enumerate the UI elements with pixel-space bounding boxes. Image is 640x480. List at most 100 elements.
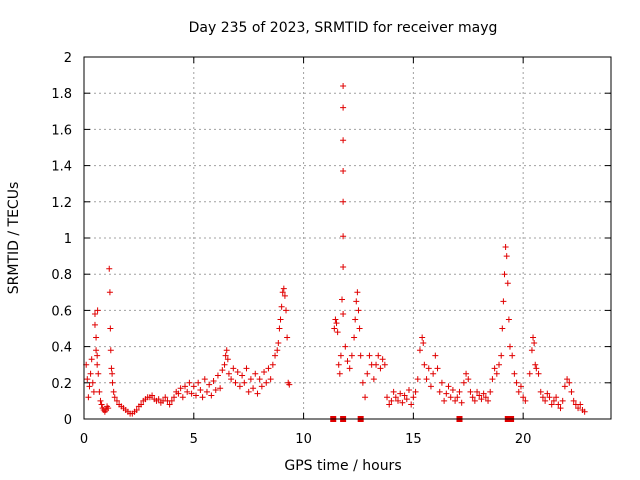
data-point bbox=[256, 376, 263, 383]
data-point bbox=[500, 298, 507, 305]
data-point bbox=[535, 370, 542, 377]
data-point bbox=[331, 325, 338, 332]
data-point bbox=[340, 263, 347, 270]
data-point bbox=[531, 339, 538, 346]
data-point bbox=[210, 377, 217, 384]
data-point bbox=[182, 383, 189, 390]
data-point bbox=[250, 385, 257, 392]
data-point bbox=[379, 356, 386, 363]
data-point bbox=[420, 339, 427, 346]
data-point bbox=[86, 383, 93, 390]
data-point bbox=[539, 394, 546, 401]
data-point bbox=[261, 368, 268, 375]
data-point bbox=[430, 370, 437, 377]
plot-frame bbox=[83, 56, 612, 420]
data-point bbox=[340, 311, 347, 318]
data-point bbox=[333, 320, 340, 327]
data-point bbox=[91, 321, 98, 328]
data-point bbox=[555, 401, 562, 408]
data-point bbox=[452, 397, 459, 404]
data-point bbox=[241, 379, 248, 386]
data-point bbox=[274, 347, 281, 354]
data-point bbox=[463, 370, 470, 377]
data-point bbox=[482, 394, 489, 401]
data-point bbox=[381, 361, 388, 368]
data-point bbox=[359, 379, 366, 386]
data-point bbox=[258, 383, 265, 390]
data-point bbox=[109, 370, 116, 377]
data-point bbox=[410, 394, 417, 401]
data-point bbox=[438, 379, 445, 386]
data-point bbox=[340, 82, 347, 89]
data-point bbox=[432, 352, 439, 359]
x-axis-label: GPS time / hours bbox=[284, 458, 401, 474]
data-point bbox=[419, 334, 426, 341]
data-point bbox=[467, 388, 474, 395]
data-point bbox=[265, 365, 272, 372]
data-point bbox=[166, 401, 173, 408]
data-point bbox=[384, 394, 391, 401]
data-point bbox=[423, 376, 430, 383]
data-point bbox=[362, 394, 369, 401]
y-tick-label: 1.8 bbox=[51, 87, 72, 102]
data-point bbox=[544, 390, 551, 397]
data-point bbox=[108, 365, 115, 372]
x-tick-label: 0 bbox=[80, 432, 88, 447]
data-point bbox=[542, 397, 549, 404]
x-tick-label: 10 bbox=[295, 432, 312, 447]
data-point bbox=[366, 352, 373, 359]
data-point bbox=[575, 405, 582, 412]
data-point bbox=[476, 392, 483, 399]
data-point bbox=[84, 376, 91, 383]
data-point bbox=[532, 361, 539, 368]
data-point bbox=[284, 334, 291, 341]
data-point bbox=[230, 365, 237, 372]
data-point bbox=[421, 361, 428, 368]
data-point bbox=[392, 394, 399, 401]
x-tick-label: 5 bbox=[190, 432, 198, 447]
data-point bbox=[89, 379, 96, 386]
data-point bbox=[566, 379, 573, 386]
data-point bbox=[445, 383, 452, 390]
data-point bbox=[533, 365, 540, 372]
data-point bbox=[449, 387, 456, 394]
data-point bbox=[113, 397, 120, 404]
data-point bbox=[162, 394, 169, 401]
data-point bbox=[188, 390, 195, 397]
data-point bbox=[275, 339, 282, 346]
data-point bbox=[186, 379, 193, 386]
data-point bbox=[489, 376, 496, 383]
data-point bbox=[342, 343, 349, 350]
y-tick-label: 0.6 bbox=[51, 304, 72, 319]
data-point bbox=[405, 387, 412, 394]
data-point bbox=[471, 397, 478, 404]
data-point bbox=[553, 394, 560, 401]
data-point bbox=[515, 388, 522, 395]
data-point bbox=[550, 397, 557, 404]
data-point bbox=[98, 401, 105, 408]
data-point bbox=[225, 370, 232, 377]
data-point bbox=[498, 352, 505, 359]
data-point bbox=[577, 401, 584, 408]
data-point bbox=[517, 383, 524, 390]
data-point bbox=[277, 316, 284, 323]
data-point bbox=[206, 381, 213, 388]
data-point bbox=[499, 325, 506, 332]
data-points bbox=[83, 82, 588, 422]
data-point bbox=[155, 396, 162, 403]
data-point bbox=[340, 233, 347, 240]
data-point bbox=[425, 365, 432, 372]
data-point bbox=[85, 394, 92, 401]
data-point bbox=[370, 376, 377, 383]
data-point bbox=[354, 289, 361, 296]
data-point bbox=[581, 408, 588, 415]
data-point bbox=[478, 396, 485, 403]
data-point bbox=[390, 388, 397, 395]
data-point bbox=[352, 316, 359, 323]
data-point bbox=[88, 356, 95, 363]
y-tick-label: 1.6 bbox=[51, 123, 72, 138]
data-point bbox=[177, 385, 184, 392]
data-point bbox=[504, 280, 511, 287]
data-point bbox=[214, 372, 221, 379]
data-point bbox=[474, 388, 481, 395]
